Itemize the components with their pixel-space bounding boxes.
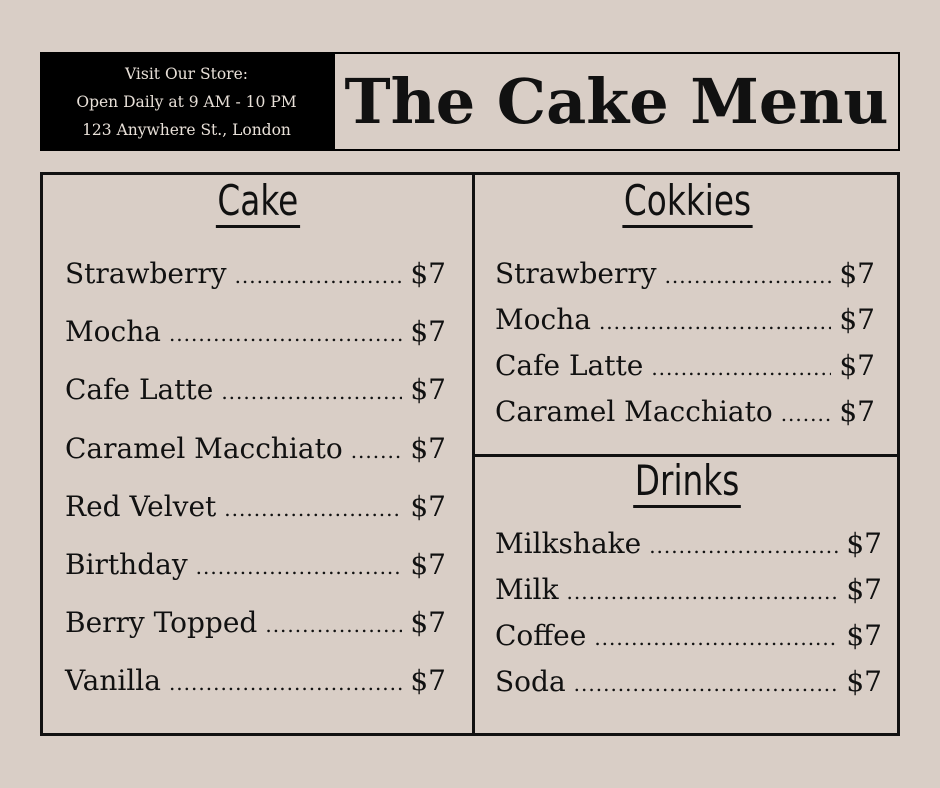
item-price: $7 (839, 303, 875, 336)
dot-leader (265, 613, 402, 637)
menu-item: Milkshake $7 (495, 527, 882, 560)
item-price: $7 (839, 395, 875, 428)
menu-item: Strawberry $7 (65, 257, 446, 290)
item-name: Cafe Latte (495, 349, 644, 382)
item-name: Coffee (495, 619, 587, 652)
menu-item: Birthday $7 (65, 548, 446, 581)
item-price: $7 (410, 606, 446, 640)
dot-leader (651, 356, 831, 380)
menu-item: Red Velvet $7 (65, 490, 446, 523)
dot-leader (169, 322, 402, 346)
item-name: Mocha (65, 315, 161, 349)
section-heading: Cake (43, 177, 472, 228)
item-price: $7 (410, 548, 446, 581)
section-heading: Drinks (475, 457, 900, 508)
dot-leader (224, 497, 402, 521)
vertical-divider (472, 175, 475, 733)
item-name: Cafe Latte (65, 373, 214, 407)
item-price: $7 (846, 573, 882, 606)
store-info: Visit Our Store: Open Daily at 9 AM - 10… (40, 52, 333, 151)
menu-title: The Cake Menu (344, 65, 889, 138)
section-heading: Cokkies (475, 177, 900, 228)
dot-leader (235, 264, 403, 288)
menu-item: Strawberry $7 (495, 257, 875, 290)
item-price: $7 (846, 619, 882, 652)
item-name: Milkshake (495, 527, 642, 560)
menu-item: Caramel Macchiato $7 (65, 432, 446, 465)
section-drinks: Drinks Milkshake $7 Milk $7 Coffee $7 Soda $7 (475, 457, 900, 733)
item-price: $7 (846, 665, 882, 698)
dot-leader (221, 380, 402, 404)
dot-leader (781, 402, 832, 426)
menu-item: Caramel Macchiato $7 (495, 395, 875, 428)
item-name: Red Velvet (65, 489, 217, 523)
item-name: Milk (495, 573, 559, 606)
item-name: Vanilla (65, 664, 161, 698)
dot-leader (351, 439, 403, 463)
dot-leader (567, 580, 839, 604)
item-price: $7 (846, 527, 882, 560)
menu-item: Mocha $7 (65, 315, 446, 348)
item-price: $7 (410, 373, 446, 407)
item-price: $7 (410, 315, 446, 349)
menu-item: Mocha $7 (495, 303, 875, 336)
menu-item: Vanilla $7 (65, 664, 446, 697)
item-name: Strawberry (495, 257, 657, 290)
item-name: Birthday (65, 548, 188, 581)
horizontal-divider (475, 454, 900, 457)
header: Visit Our Store: Open Daily at 9 AM - 10… (40, 52, 900, 151)
dot-leader (665, 264, 832, 288)
item-name: Berry Topped (65, 606, 258, 640)
item-price: $7 (410, 489, 446, 523)
section-heading-text: Cokkies (622, 177, 753, 228)
item-name: Mocha (495, 303, 591, 336)
menu-item: Cafe Latte $7 (495, 349, 875, 382)
dot-leader (574, 672, 839, 696)
item-name: Caramel Macchiato (65, 431, 343, 465)
dot-leader (196, 555, 403, 579)
dot-leader (649, 534, 838, 558)
title-box: The Cake Menu (335, 54, 898, 149)
item-price: $7 (839, 349, 875, 382)
menu-item: Coffee $7 (495, 619, 882, 652)
menu-item: Cafe Latte $7 (65, 373, 446, 406)
item-price: $7 (839, 257, 875, 290)
item-price: $7 (410, 664, 446, 698)
menu-item: Soda $7 (495, 665, 882, 698)
dot-leader (599, 310, 831, 334)
store-line-address: 123 Anywhere St., London (82, 121, 291, 139)
item-name: Soda (495, 665, 566, 698)
menu-item: Milk $7 (495, 573, 882, 606)
item-name: Strawberry (65, 257, 227, 290)
menu-item: Berry Topped $7 (65, 606, 446, 639)
store-line-hours: Open Daily at 9 AM - 10 PM (76, 93, 297, 111)
section-heading-text: Drinks (633, 457, 742, 508)
item-name: Caramel Macchiato (495, 395, 773, 428)
dot-leader (169, 671, 402, 695)
dot-leader (594, 626, 838, 650)
item-price: $7 (410, 257, 446, 290)
section-heading-text: Cake (215, 177, 300, 228)
store-line-visit: Visit Our Store: (125, 65, 248, 83)
item-price: $7 (410, 431, 446, 465)
